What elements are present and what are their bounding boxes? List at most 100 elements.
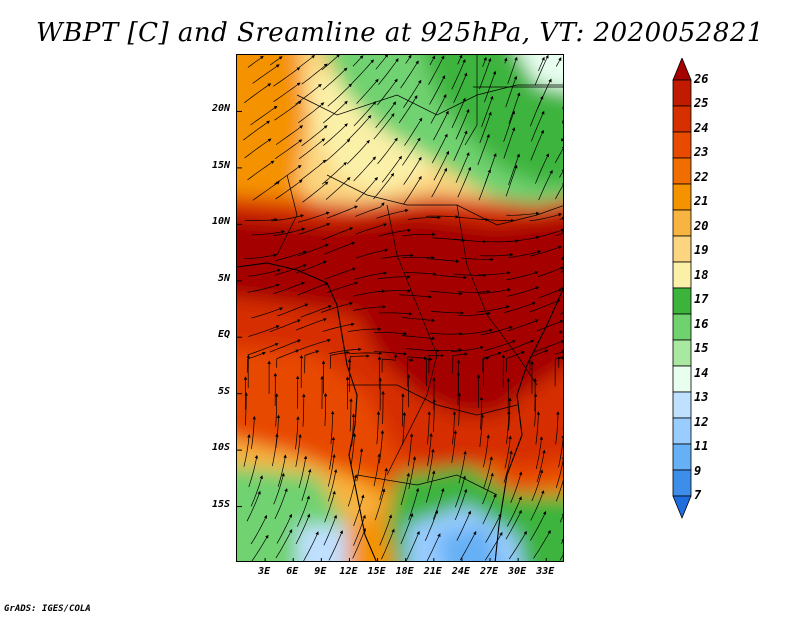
streamline: [478, 169, 491, 201]
streamline: [398, 294, 433, 299]
streamline: [272, 67, 301, 87]
streamline: [302, 393, 306, 427]
streamline: [275, 125, 304, 145]
colorbar-swatch: [672, 105, 692, 133]
streamline: [300, 305, 332, 318]
streamline: [244, 217, 279, 222]
streamline: [378, 58, 399, 85]
streamline: [529, 299, 561, 313]
streamline: [271, 214, 304, 222]
streamline: [242, 120, 271, 141]
streamline: [505, 164, 518, 197]
streamline: [301, 63, 328, 85]
streamline: [503, 339, 535, 353]
streamline: [401, 317, 436, 323]
streamline: [479, 111, 492, 144]
streamline: [455, 152, 470, 183]
streamline: [251, 415, 256, 450]
east-coastline: [494, 288, 563, 561]
streamline: [326, 281, 359, 294]
streamline: [356, 448, 364, 482]
streamline: [352, 55, 364, 67]
streamline: [295, 433, 302, 467]
colorbar-level-label: 17: [694, 292, 709, 307]
streamline: [379, 312, 413, 316]
streamline: [504, 302, 536, 313]
colorbar-level-label: 21: [694, 194, 709, 209]
streamline: [562, 81, 563, 88]
border-line-9: [276, 174, 298, 256]
streamline: [530, 110, 545, 142]
streamline: [503, 110, 515, 142]
colorbar-swatch: [672, 79, 692, 107]
streamline: [429, 55, 436, 66]
streamline: [529, 213, 563, 222]
streamline: [274, 100, 302, 121]
streamline: [375, 55, 389, 70]
colorbar-swatch: [672, 339, 692, 367]
streamline: [274, 250, 307, 262]
streamline: [459, 531, 477, 561]
streamline: [403, 272, 437, 276]
streamline: [244, 138, 272, 159]
colorbar-level-label: 24: [694, 120, 709, 135]
streamline: [269, 56, 283, 66]
streamline: [400, 472, 410, 506]
streamline: [297, 243, 329, 257]
streamline: [244, 392, 248, 426]
streamline: [246, 490, 261, 522]
streamline: [561, 538, 563, 544]
streamline: [377, 78, 398, 106]
streamline: [321, 301, 353, 313]
streamline: [373, 172, 395, 200]
streamline: [404, 117, 423, 146]
streamline: [327, 468, 338, 502]
streamline: [556, 288, 563, 292]
streamline: [348, 114, 372, 140]
streamline: [530, 511, 547, 541]
streamline: [531, 469, 544, 502]
streamline: [559, 168, 563, 178]
streamline: [401, 256, 435, 260]
colorbar-swatch: [672, 235, 692, 263]
colorbar-swatch: [672, 157, 692, 185]
lon-tick-label: 30E: [508, 566, 527, 577]
colorbar-swatch: [672, 209, 692, 237]
streamline: [429, 75, 446, 105]
streamline: [353, 101, 377, 127]
streamline: [456, 510, 471, 541]
field-pale-ne: [519, 55, 563, 91]
streamline: [330, 410, 335, 444]
axis-ticks: [237, 110, 547, 561]
streamline: [559, 216, 563, 221]
streamline: [380, 253, 414, 260]
streamline: [431, 133, 448, 164]
wbpt-color-field: [237, 55, 563, 561]
streamline: [295, 513, 311, 545]
streamline: [483, 356, 490, 387]
colorbar-swatch: [672, 443, 692, 471]
streamline: [277, 454, 287, 487]
streamline: [477, 305, 510, 313]
streamline: [533, 340, 563, 353]
streamline: [538, 169, 553, 201]
streamline: [356, 78, 379, 104]
streamline: [558, 434, 563, 468]
streamline: [484, 531, 503, 561]
streamline: [555, 455, 563, 488]
footer-credit: GrADS: IGES/COLA: [4, 604, 91, 614]
streamline: [508, 530, 527, 560]
streamline: [297, 282, 329, 296]
lon-tick-label: 33E: [536, 566, 555, 577]
streamline: [554, 356, 562, 387]
lat-tick-label: 15N: [211, 159, 230, 171]
colorbar-level-label: 11: [694, 439, 709, 454]
streamline: [425, 357, 433, 387]
streamline: [505, 509, 522, 540]
streamline: [398, 95, 418, 124]
streamline: [252, 64, 280, 84]
streamline: [453, 130, 468, 162]
colorbar-level-label: 19: [694, 243, 709, 258]
streamline: [452, 352, 469, 374]
streamline: [295, 318, 327, 331]
